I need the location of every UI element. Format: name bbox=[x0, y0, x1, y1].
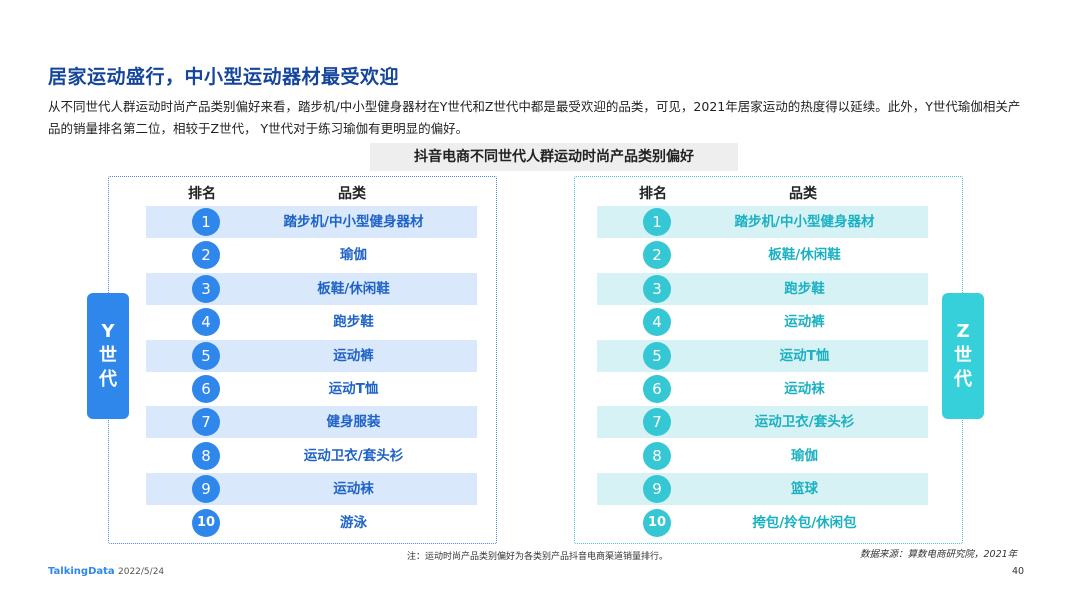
category-label: 运动袜 bbox=[333, 481, 374, 498]
y-category-header: 品类 bbox=[338, 186, 366, 202]
ranking-row: 5 运动裤 bbox=[146, 339, 477, 372]
report-date: 2022/5/24 bbox=[118, 567, 165, 577]
rank-badge: 7 bbox=[643, 408, 671, 437]
category-label: 健身服装 bbox=[326, 414, 381, 431]
rank-badge: 9 bbox=[643, 475, 671, 504]
rank-badge: 2 bbox=[192, 241, 220, 270]
ranking-row: 4 运动裤 bbox=[597, 306, 928, 338]
rank-badge: 4 bbox=[192, 308, 220, 337]
z-category-header: 品类 bbox=[789, 186, 817, 202]
ranking-row: 9 篮球 bbox=[597, 473, 928, 506]
category-label: 挎包/拎包/休闲包 bbox=[752, 514, 857, 531]
category-label: 瑜伽 bbox=[791, 447, 818, 464]
rank-badge: 10 bbox=[192, 508, 220, 537]
ranking-row: 1 踏步机/中小型健身器材 bbox=[146, 206, 477, 238]
category-label: 跑步鞋 bbox=[784, 280, 825, 297]
category-label: 运动袜 bbox=[784, 381, 825, 397]
rank-badge: 3 bbox=[643, 274, 671, 303]
rank-badge: 2 bbox=[643, 241, 671, 270]
ranking-row: 10 挎包/拎包/休闲包 bbox=[597, 507, 928, 539]
category-label: 板鞋/休闲鞋 bbox=[768, 247, 841, 264]
category-label: 游泳 bbox=[340, 514, 367, 531]
category-label: 运动卫衣/套头衫 bbox=[754, 414, 855, 431]
ranking-row: 10 游泳 bbox=[146, 507, 477, 539]
rank-badge: 1 bbox=[192, 208, 220, 236]
page-title: 居家运动盛行，中小型运动器材最受欢迎 bbox=[48, 66, 400, 88]
category-label: 运动卫衣/套头衫 bbox=[303, 447, 404, 464]
category-label: 运动T恤 bbox=[328, 381, 379, 397]
ranking-row: 1 踏步机/中小型健身器材 bbox=[597, 206, 928, 238]
ranking-row: 7 健身服装 bbox=[146, 406, 477, 439]
rank-badge: 1 bbox=[643, 208, 671, 236]
ranking-row: 9 运动袜 bbox=[146, 473, 477, 506]
y-generation-tab: Y 世 代 bbox=[87, 293, 129, 419]
category-label: 运动T恤 bbox=[779, 347, 830, 364]
z-rank-header: 排名 bbox=[639, 186, 667, 202]
page-number: 40 bbox=[1012, 566, 1025, 577]
ranking-row: 8 运动卫衣/套头衫 bbox=[146, 440, 477, 472]
ranking-row: 6 运动袜 bbox=[597, 373, 928, 405]
rank-badge: 3 bbox=[192, 274, 220, 303]
table-subtitle: 抖音电商不同世代人群运动时尚产品类别偏好 bbox=[370, 143, 738, 171]
ranking-row: 3 跑步鞋 bbox=[597, 272, 928, 305]
category-label: 踏步机/中小型健身器材 bbox=[283, 214, 424, 230]
rank-badge: 6 bbox=[192, 375, 220, 403]
category-label: 运动裤 bbox=[784, 314, 825, 331]
ranking-row: 3 板鞋/休闲鞋 bbox=[146, 272, 477, 305]
rank-badge: 5 bbox=[192, 341, 220, 370]
rank-badge: 7 bbox=[192, 408, 220, 437]
brand-logo: TalkingData bbox=[48, 566, 115, 577]
y-rank-header: 排名 bbox=[188, 186, 216, 202]
data-source: 数据来源：算数电商研究院，2021年 bbox=[860, 549, 1018, 560]
category-label: 跑步鞋 bbox=[333, 314, 374, 331]
ranking-row: 4 跑步鞋 bbox=[146, 306, 477, 338]
ranking-row: 8 瑜伽 bbox=[597, 440, 928, 472]
category-label: 踏步机/中小型健身器材 bbox=[734, 214, 875, 230]
rank-badge: 10 bbox=[643, 508, 671, 537]
rank-badge: 9 bbox=[192, 475, 220, 504]
z-generation-tab: Z 世 代 bbox=[942, 293, 984, 419]
category-label: 板鞋/休闲鞋 bbox=[317, 280, 390, 297]
ranking-row: 2 瑜伽 bbox=[146, 239, 477, 271]
rank-badge: 6 bbox=[643, 375, 671, 403]
ranking-row: 6 运动T恤 bbox=[146, 373, 477, 405]
rank-badge: 4 bbox=[643, 308, 671, 337]
category-label: 运动裤 bbox=[333, 347, 374, 364]
description-paragraph: 从不同世代人群运动时尚产品类别偏好来看，踏步机/中小型健身器材在Y世代和Z世代中… bbox=[48, 99, 1021, 136]
rank-badge: 5 bbox=[643, 341, 671, 370]
category-label: 瑜伽 bbox=[340, 247, 367, 264]
category-label: 篮球 bbox=[791, 481, 818, 498]
footnote: 注：运动时尚产品类别偏好为各类别产品抖音电商渠道销量排行。 bbox=[407, 552, 669, 562]
ranking-row: 5 运动T恤 bbox=[597, 339, 928, 372]
ranking-row: 2 板鞋/休闲鞋 bbox=[597, 239, 928, 271]
ranking-row: 7 运动卫衣/套头衫 bbox=[597, 406, 928, 439]
rank-badge: 8 bbox=[192, 441, 220, 470]
rank-badge: 8 bbox=[643, 441, 671, 470]
